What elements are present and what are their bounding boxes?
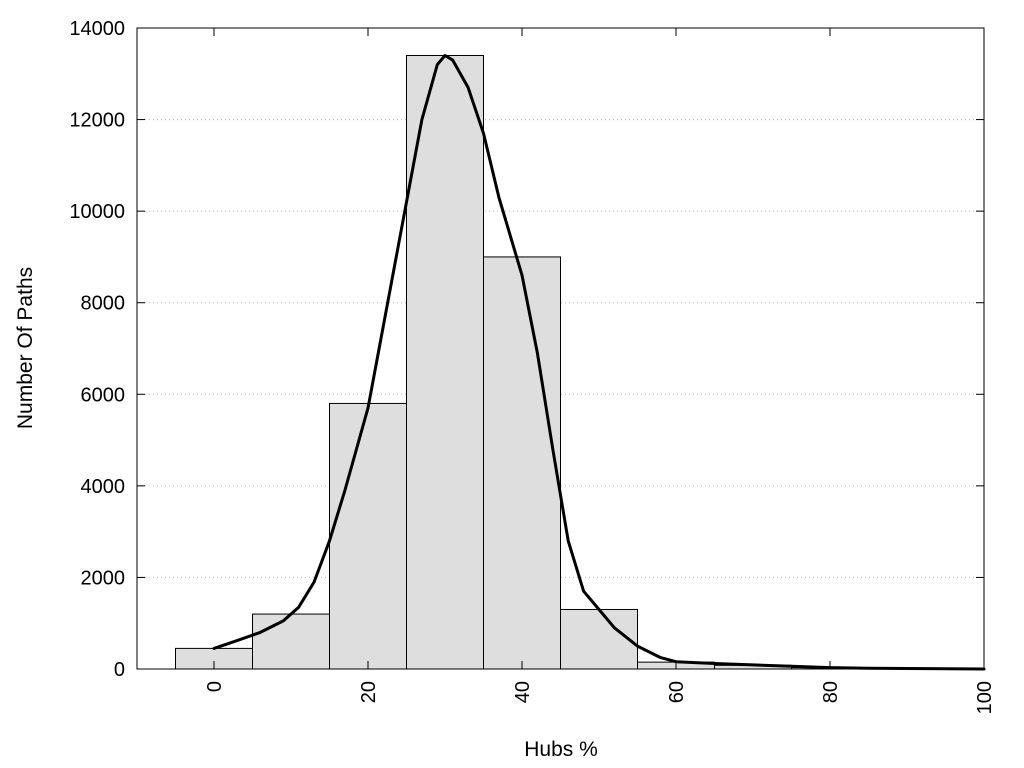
density-curve bbox=[212, 54, 986, 671]
x-tick-label: 100 bbox=[974, 681, 996, 714]
y-tick-label: 6000 bbox=[81, 384, 126, 406]
histogram-bar-20 bbox=[329, 402, 407, 670]
x-tick-label: 60 bbox=[666, 681, 688, 703]
histogram-bar-50 bbox=[560, 608, 638, 670]
axis-ticks: 0 2000 4000 6000 8000 10000 12000 14000 0 20 40 60 8… bbox=[69, 18, 996, 714]
y-tick-label: 2000 bbox=[81, 567, 126, 589]
histogram-bar-30 bbox=[406, 54, 484, 670]
x-tick-label: 0 bbox=[204, 681, 226, 692]
y-tick-label: 0 bbox=[114, 659, 125, 681]
plot-frame bbox=[136, 27, 985, 670]
y-axis-title: Number Of Paths bbox=[14, 267, 37, 429]
y-tick-label: 12000 bbox=[69, 110, 125, 132]
y-tick-label: 8000 bbox=[81, 293, 126, 315]
x-tick-label: 40 bbox=[512, 681, 534, 703]
histogram-bar-10 bbox=[252, 613, 330, 670]
x-axis-title: Hubs % bbox=[524, 738, 598, 761]
y-tick-label: 4000 bbox=[81, 476, 126, 498]
histogram-bar-40 bbox=[483, 256, 561, 670]
histogram-bars bbox=[175, 54, 946, 670]
y-tick-label: 10000 bbox=[69, 201, 125, 223]
x-tick-label: 20 bbox=[358, 681, 380, 703]
x-tick-label: 80 bbox=[820, 681, 842, 703]
y-tick-label: 14000 bbox=[69, 18, 125, 40]
